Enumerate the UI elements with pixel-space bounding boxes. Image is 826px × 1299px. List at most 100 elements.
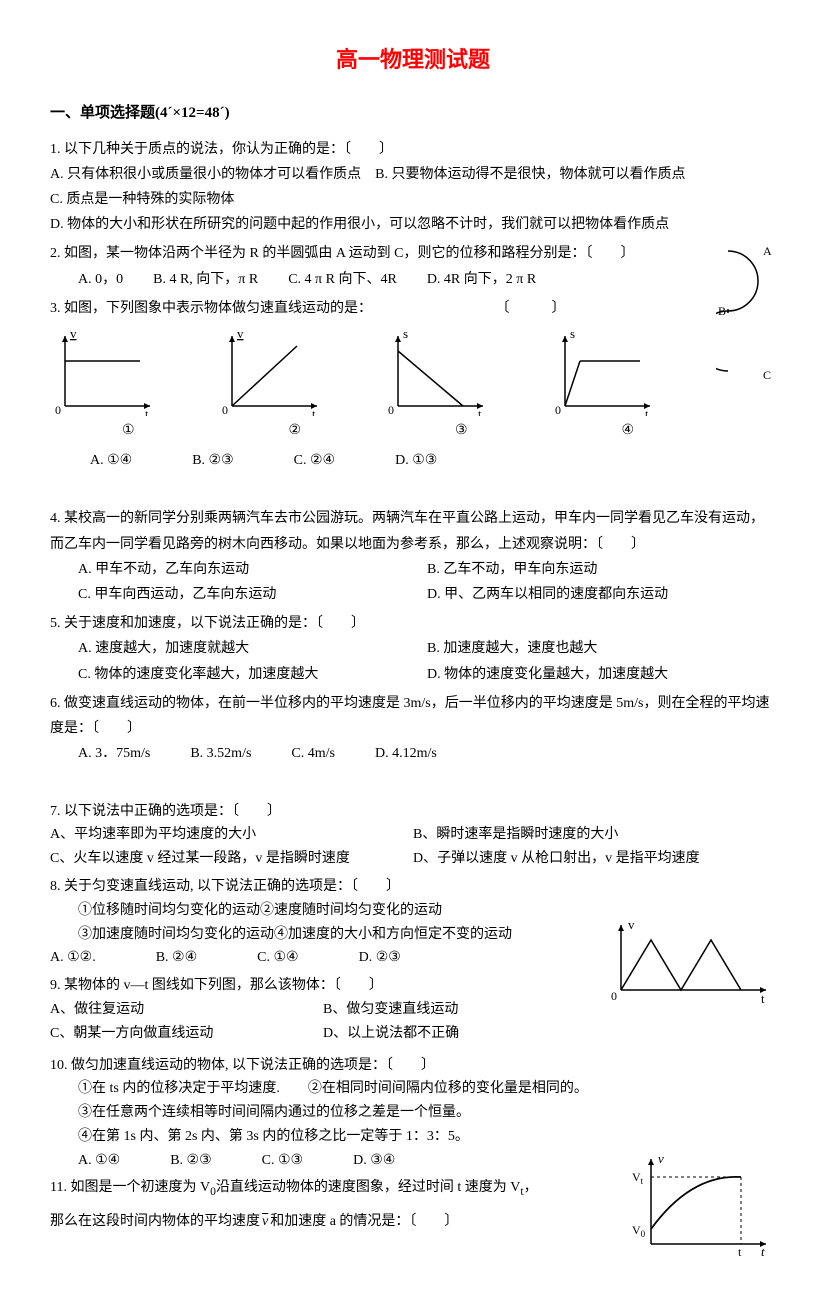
q3-label-2: ② — [217, 418, 374, 443]
svg-text:0: 0 — [55, 403, 61, 416]
q3-opt-b: B. ②③ — [192, 448, 233, 473]
q1-opt-c: C. 质点是一种特殊的实际物体 — [50, 187, 776, 212]
q4-opt-a: A. 甲车不动，乙车向东运动 — [78, 557, 427, 582]
q3-opt-d: D. ①③ — [395, 448, 437, 473]
q2-figure: A B C — [716, 241, 776, 391]
svg-text:s: s — [403, 326, 408, 341]
page-title: 高一物理测试题 — [50, 40, 776, 80]
q9-figure: v 0 t — [606, 915, 776, 1005]
q2-stem: 2. 如图，某一物体沿两个半径为 R 的半圆弧由 A 运动到 C，则它的位移和路… — [50, 241, 776, 266]
q10-stmt-2: ③在任意两个连续相等时间间隔内通过的位移之差是一个恒量。 — [50, 1101, 776, 1125]
question-4: 4. 某校高一的新同学分别乘两辆汽车去市公园游玩。两辆汽车在平直公路上运动，甲车… — [50, 506, 776, 607]
svg-text:V0: V0 — [632, 1223, 646, 1239]
q2-opt-b: B. 4 R, 向下，π R — [153, 267, 258, 292]
q3-options: A. ①④ B. ②③ C. ②④ D. ①③ — [50, 448, 776, 473]
vbar-symbol: v — [262, 1214, 268, 1229]
svg-text:0: 0 — [222, 403, 228, 416]
svg-text:Vt: Vt — [632, 1170, 644, 1186]
q1-stem: 1. 以下几种关于质点的说法，你认为正确的是：〔 〕 — [50, 137, 776, 162]
svg-text:0: 0 — [388, 403, 394, 416]
q1-opt-a: A. 只有体积很小或质量很小的物体才可以看作质点 B. 只要物体运动得不是很快，… — [50, 162, 776, 187]
q8-opt-c: C. ①④ — [257, 946, 298, 970]
q10-stmt-1: ①在 ts 内的位移决定于平均速度. ②在相同时间间隔内位移的变化量是相同的。 — [50, 1077, 776, 1101]
svg-text:C: C — [763, 368, 771, 382]
svg-text:t: t — [145, 407, 149, 416]
q11-figure: v Vt V0 t t — [626, 1149, 776, 1259]
q6-opt-d: D. 4.12m/s — [375, 741, 437, 766]
q3-opt-c: C. ②④ — [294, 448, 335, 473]
q7-opt-d: D、子弹以速度 v 从枪口射出，v 是指平均速度 — [413, 847, 776, 871]
q4-stem: 4. 某校高一的新同学分别乘两辆汽车去市公园游玩。两辆汽车在平直公路上运动，甲车… — [50, 506, 776, 556]
question-2: 2. 如图，某一物体沿两个半径为 R 的半圆弧由 A 运动到 C，则它的位移和路… — [50, 241, 776, 291]
question-7: 7. 以下说法中正确的选项是：〔 〕 A、平均速率即为平均速度的大小 B、瞬时速… — [50, 800, 776, 871]
q7-opt-a: A、平均速率即为平均速度的大小 — [50, 823, 413, 847]
q6-opt-c: C. 4m/s — [291, 741, 335, 766]
svg-text:t: t — [312, 407, 316, 416]
svg-text:0: 0 — [611, 989, 617, 1003]
question-6: 6. 做变速直线运动的物体，在前一半位移内的平均速度是 3m/s，后一半位移内的… — [50, 691, 776, 767]
q8-opt-b: B. ②④ — [156, 946, 197, 970]
q2-opt-c: C. 4 π R 向下、4R — [288, 267, 397, 292]
q3-label-1: ① — [50, 418, 207, 443]
q10-stem: 10. 做匀加速直线运动的物体, 以下说法正确的选项是：〔 〕 — [50, 1054, 776, 1078]
question-10: 10. 做匀加速直线运动的物体, 以下说法正确的选项是：〔 〕 ①在 ts 内的… — [50, 1054, 776, 1173]
svg-text:v: v — [70, 326, 77, 341]
q3-label-4: ④ — [550, 418, 707, 443]
q5-opt-a: A. 速度越大，加速度就越大 — [78, 636, 427, 661]
question-1: 1. 以下几种关于质点的说法，你认为正确的是：〔 〕 A. 只有体积很小或质量很… — [50, 137, 776, 238]
q8-opt-d: D. ②③ — [359, 946, 401, 970]
q5-stem: 5. 关于速度和加速度，以下说法正确的是：〔 〕 — [50, 611, 776, 636]
q10-stmt-3: ④在第 1s 内、第 2s 内、第 3s 内的位移之比一定等于 1：3：5。 — [50, 1125, 776, 1149]
q6-opt-b: B. 3.52m/s — [190, 741, 251, 766]
q5-options: A. 速度越大，加速度就越大 B. 加速度越大，速度也越大 C. 物体的速度变化… — [50, 636, 776, 686]
q3-graph-3: s 0 t ③ — [383, 326, 540, 443]
q4-opt-c: C. 甲车向西运动，乙车向东运动 — [78, 582, 427, 607]
question-5: 5. 关于速度和加速度，以下说法正确的是：〔 〕 A. 速度越大，加速度就越大 … — [50, 611, 776, 687]
q4-opt-b: B. 乙车不动，甲车向东运动 — [427, 557, 776, 582]
q5-opt-c: C. 物体的速度变化率越大，加速度越大 — [78, 662, 427, 687]
q9-opt-d: D、以上说法都不正确 — [323, 1022, 596, 1046]
q4-options: A. 甲车不动，乙车向东运动 B. 乙车不动，甲车向东运动 C. 甲车向西运动，… — [50, 557, 776, 607]
svg-text:t: t — [761, 991, 765, 1005]
q5-opt-b: B. 加速度越大，速度也越大 — [427, 636, 776, 661]
section-header: 一、单项选择题(4´×12=48´) — [50, 100, 776, 127]
q3-graph-1: v 0 t ① — [50, 326, 207, 443]
svg-text:v: v — [658, 1151, 664, 1166]
q3-graphs: v 0 t ① v 0 t ② — [50, 326, 706, 443]
q9-opt-b: B、做匀变速直线运动 — [323, 998, 596, 1022]
q3-opt-a: A. ①④ — [90, 448, 132, 473]
svg-text:A: A — [763, 244, 772, 258]
svg-text:t: t — [738, 1245, 742, 1259]
svg-text:v: v — [628, 917, 635, 932]
q7-opt-c: C、火车以速度 v 经过某一段路，v 是指瞬时速度 — [50, 847, 413, 871]
q1-opt-d: D. 物体的大小和形状在所研究的问题中起的作用很小，可以忽略不计时，我们就可以把… — [50, 212, 776, 237]
svg-text:0: 0 — [555, 403, 561, 416]
svg-text:v: v — [237, 326, 244, 341]
q6-opt-a: A. 3．75m/s — [78, 741, 150, 766]
q8-opt-a: A. ①②. — [50, 946, 96, 970]
q3-stem: 3. 如图，下列图象中表示物体做匀速直线运动的是： 〔 〕 — [50, 296, 776, 321]
q7-options: A、平均速率即为平均速度的大小 B、瞬时速率是指瞬时速度的大小 C、火车以速度 … — [50, 823, 776, 871]
q3-graph-4: s 0 t ④ — [550, 326, 707, 443]
q9-opt-c: C、朝某一方向做直线运动 — [50, 1022, 323, 1046]
q3-label-3: ③ — [383, 418, 540, 443]
q2-opt-a: A. 0，0 — [78, 267, 123, 292]
svg-text:B: B — [718, 304, 726, 318]
q9-options: A、做往复运动 B、做匀变速直线运动 C、朝某一方向做直线运动 D、以上说法都不… — [50, 998, 596, 1046]
q9-opt-a: A、做往复运动 — [50, 998, 323, 1022]
question-3: 3. 如图，下列图象中表示物体做匀速直线运动的是： 〔 〕 v 0 t ① — [50, 296, 776, 474]
svg-text:s: s — [570, 326, 575, 341]
q8-options: A. ①②. B. ②④ C. ①④ D. ②③ — [50, 946, 596, 970]
svg-text:t: t — [478, 407, 482, 416]
q2-options: A. 0，0 B. 4 R, 向下，π R C. 4 π R 向下、4R D. … — [50, 267, 706, 292]
q7-stem: 7. 以下说法中正确的选项是：〔 〕 — [50, 800, 776, 824]
q8-stem: 8. 关于匀变速直线运动, 以下说法正确的选项是：〔 〕 — [50, 875, 776, 899]
q6-stem: 6. 做变速直线运动的物体，在前一半位移内的平均速度是 3m/s，后一半位移内的… — [50, 691, 776, 741]
q7-opt-b: B、瞬时速率是指瞬时速度的大小 — [413, 823, 776, 847]
svg-text:t: t — [645, 407, 649, 416]
q4-opt-d: D. 甲、乙两车以相同的速度都向东运动 — [427, 582, 776, 607]
q6-options: A. 3．75m/s B. 3.52m/s C. 4m/s D. 4.12m/s — [50, 741, 776, 766]
q2-opt-d: D. 4R 向下，2 π R — [427, 267, 536, 292]
q3-graph-2: v 0 t ② — [217, 326, 374, 443]
q5-opt-d: D. 物体的速度变化量越大，加速度越大 — [427, 662, 776, 687]
